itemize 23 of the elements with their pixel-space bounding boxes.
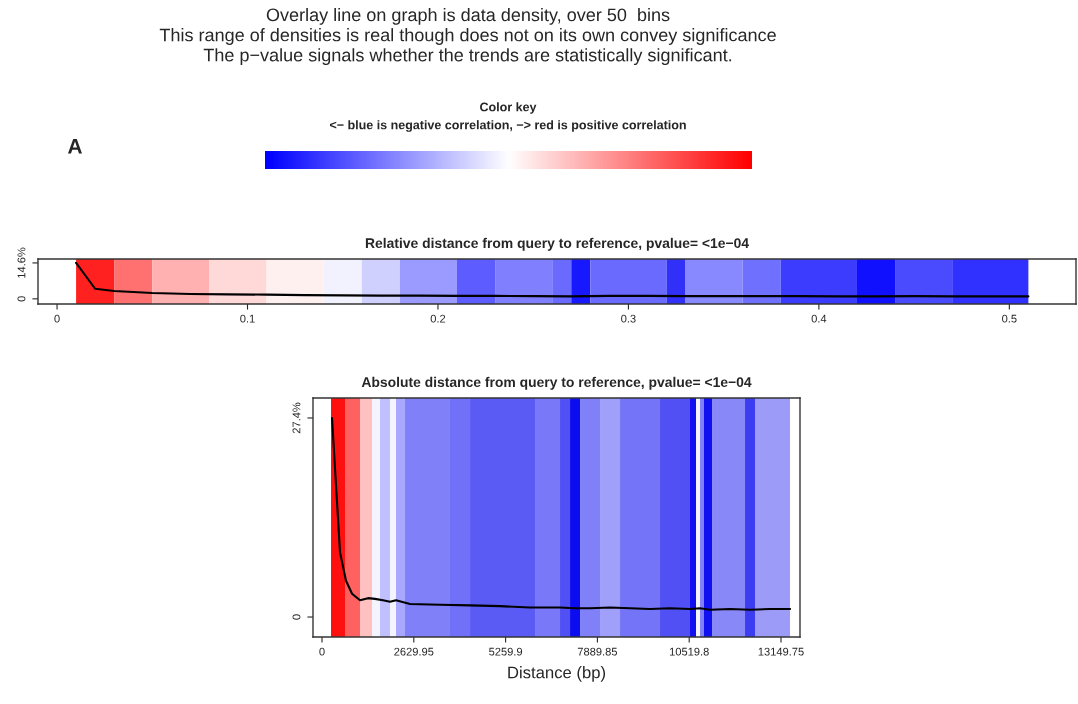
line-series: [330, 416, 792, 611]
chart-title: Absolute distance from query to reference, pvalue= <1e−04: [361, 376, 752, 390]
chart-title: Relative distance from query to reference, pvalue= <1e−04: [365, 237, 749, 251]
x-tick-label: 5259.9: [489, 647, 523, 656]
x-tick-label: 0.3: [621, 314, 636, 323]
text: <− blue is negative correlation, −> red is positive correlation: [330, 120, 686, 132]
text: Overlay line on graph is data density, over 50 bins This range of densities is real though does not on its own convey significance The p−value signals whether the trends are statistically significant.: [159, 8, 776, 66]
x-tick-label: 13149.75: [758, 647, 804, 656]
x-axis-title: Distance (bp): [508, 666, 606, 682]
x-tick-label: 0: [54, 314, 60, 323]
y-tick-label: 14.6%: [17, 247, 26, 278]
text: A: [67, 139, 82, 154]
line-series: [75, 261, 1030, 298]
x-tick-label: 10519.8: [669, 647, 709, 656]
y-tick-label: 27.4%: [292, 402, 301, 434]
x-tick-label: 0.1: [240, 314, 255, 323]
x-tick-label: 0.5: [1002, 314, 1017, 323]
x-tick-label: 0.4: [811, 314, 827, 323]
x-tick-label: 0.2: [430, 314, 446, 323]
x-tick-label: 2629.95: [394, 647, 434, 656]
text: Color key: [480, 102, 537, 114]
x-tick-label: 7889.85: [577, 647, 618, 656]
x-tick-label: 0: [319, 647, 325, 656]
